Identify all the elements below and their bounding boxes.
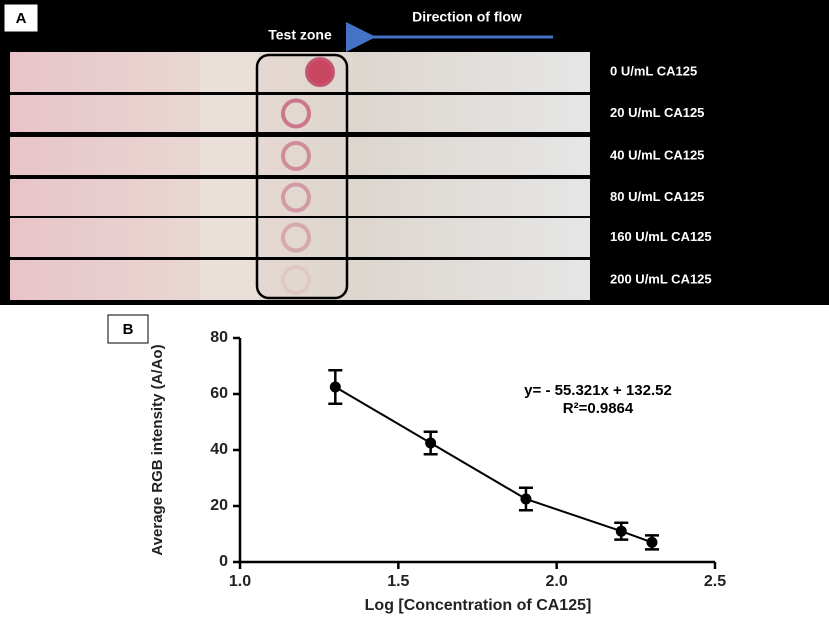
y-tick-label: 60	[210, 385, 228, 402]
panel-label-box	[3, 3, 39, 33]
panel-b: B Log [Concentration of CA125] Average R…	[107, 314, 726, 614]
strips: 0 U/mL CA125 20 U/mL CA125 40 U/mL CA125 80…	[10, 52, 712, 300]
test-spot	[281, 265, 311, 295]
test-spot	[281, 98, 311, 129]
strip-pad	[200, 52, 258, 92]
data-point	[646, 536, 658, 548]
test-spot	[281, 141, 311, 171]
test-strip	[10, 52, 590, 92]
y-tick-label: 0	[219, 553, 228, 570]
test-zone-box	[255, 53, 349, 300]
y-axis-label: Average RGB intensity (A/Ao)	[149, 344, 166, 555]
panel-a: 0 U/mL CA125 20 U/mL CA125 40 U/mL CA125 80…	[0, 0, 829, 305]
strip-label: 40 U/mL CA125	[610, 147, 704, 162]
x-tick-label: 2.0	[546, 573, 568, 590]
data-point	[615, 525, 627, 537]
x-axis-label: Log [Concentration of CA125]	[365, 597, 592, 614]
equation: y= - 55.321x + 132.52	[524, 382, 672, 399]
test-strip	[10, 179, 590, 216]
data-point	[329, 381, 341, 393]
strip-label: 160 U/mL CA125	[610, 229, 712, 244]
r-squared: R²=0.9864	[563, 400, 634, 417]
data-point	[425, 437, 437, 449]
test-zone-label: Test zone	[268, 27, 332, 43]
data-point	[520, 493, 532, 505]
y-tick-label: 40	[210, 441, 228, 458]
x-tick-label: 1.5	[387, 573, 409, 590]
panel-label: A	[16, 10, 27, 27]
strip-label: 20 U/mL CA125	[610, 105, 704, 120]
test-spot	[281, 222, 311, 253]
test-spot	[305, 57, 335, 87]
strip-label: 200 U/mL CA125	[610, 271, 712, 286]
test-strip	[10, 218, 590, 257]
x-tick-label: 1.0	[229, 573, 251, 590]
strip-pad	[200, 137, 258, 175]
y-tick-label: 20	[210, 497, 228, 514]
strip-pad	[200, 95, 258, 132]
panel-label: B	[123, 321, 134, 338]
strip-label: 80 U/mL CA125	[610, 189, 704, 204]
test-spot-fill	[308, 60, 332, 84]
strip-label: 0 U/mL CA125	[610, 63, 697, 78]
test-strip	[10, 260, 590, 300]
strip-pad	[200, 179, 258, 216]
test-spot	[281, 182, 311, 213]
y-tick-label: 80	[210, 329, 228, 346]
strip-pad	[200, 218, 258, 257]
panel-label-box	[107, 314, 149, 344]
x-tick-label: 2.5	[704, 573, 726, 590]
direction-label: Direction of flow	[412, 9, 522, 25]
strip-pad	[200, 260, 258, 300]
